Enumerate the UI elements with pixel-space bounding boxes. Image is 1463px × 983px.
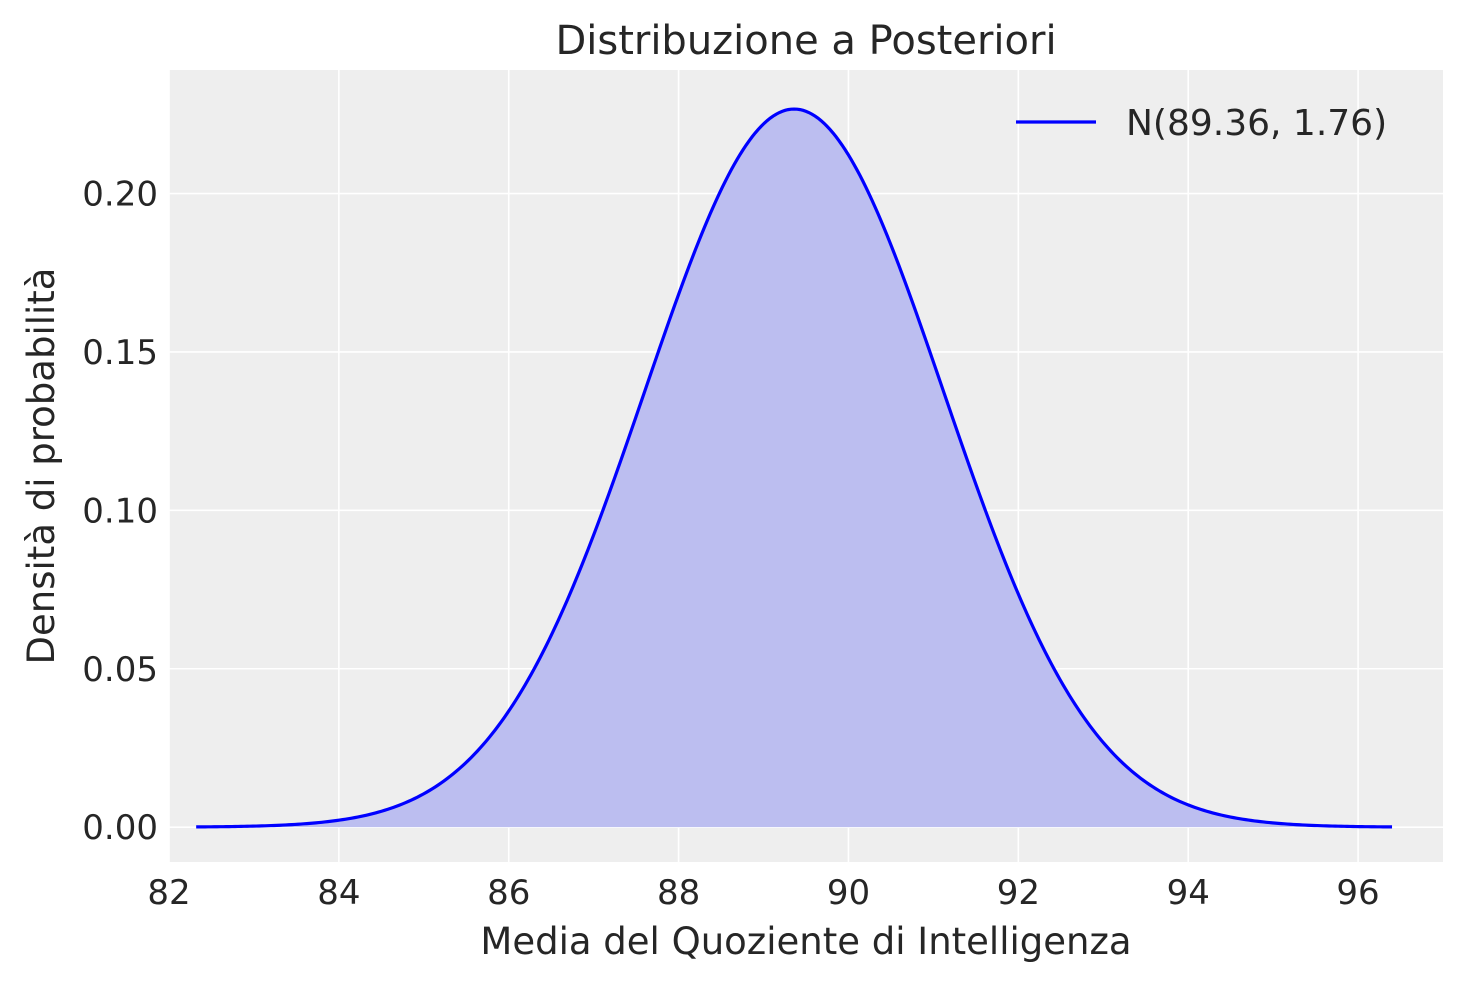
x-tick-label: 94 [1167, 873, 1210, 913]
density-line [196, 107, 1393, 829]
y-tick-labels: 0.00 0.05 0.10 0.15 0.20 [82, 175, 158, 849]
x-tick-label: 86 [487, 873, 530, 913]
y-tick-label: 0.05 [82, 650, 158, 690]
y-axis-label: Densità di probabilità [20, 268, 63, 665]
x-tick-labels: 82 84 86 88 90 92 94 96 [147, 873, 1379, 913]
x-tick-label: 96 [1336, 873, 1379, 913]
legend: N(89.36, 1.76) [1016, 103, 1387, 144]
density-area [196, 109, 1393, 828]
y-tick-label: 0.00 [82, 808, 158, 848]
x-tick-label: 82 [147, 873, 190, 913]
x-tick-label: 92 [997, 873, 1040, 913]
x-tick-label: 90 [827, 873, 870, 913]
y-tick-label: 0.15 [82, 333, 158, 373]
x-tick-label: 88 [657, 873, 700, 913]
x-tick-label: 84 [317, 873, 360, 913]
legend-label: N(89.36, 1.76) [1126, 103, 1387, 144]
y-tick-label: 0.10 [82, 491, 158, 531]
x-axis-label: Media del Quoziente di Intelligenza [480, 920, 1131, 963]
y-tick-label: 0.20 [82, 175, 158, 215]
chart-title: Distribuzione a Posteriori [555, 18, 1056, 64]
